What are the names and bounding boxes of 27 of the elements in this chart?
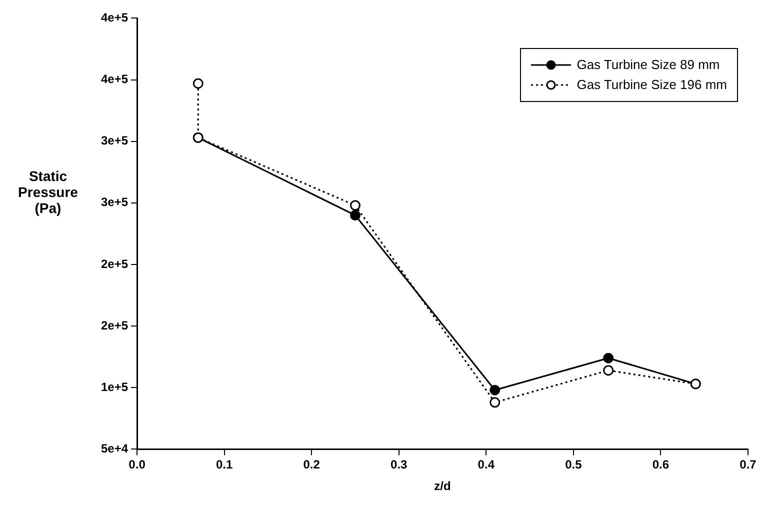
x-tick-label: 0.6 (652, 458, 670, 472)
y-axis-title: Static Pressure (Pa) (17, 168, 79, 216)
y-tick-label: 3e+5 (101, 134, 128, 148)
x-tick-label: 0.3 (390, 458, 408, 472)
point (350, 200, 360, 211)
y-tick-label: 5e+4 (101, 442, 128, 456)
y-tick-label: 4e+5 (101, 72, 128, 86)
y-tick-label: 2e+5 (101, 256, 128, 271)
y-tick-label: 3e+5 (101, 195, 128, 210)
point (490, 397, 500, 408)
x-tick-label: 0.1 (216, 458, 233, 472)
y-tick-label: 4e+5 (101, 10, 128, 25)
point (603, 352, 614, 364)
y-tick-label: 2e+5 (101, 318, 128, 332)
legend-label: Gas Turbine Size 196 mm (576, 76, 727, 94)
point (192, 78, 204, 89)
x-tick-label: 0.4 (478, 458, 495, 472)
point (603, 365, 614, 376)
x-tick-label: 0.2 (303, 458, 320, 472)
point (490, 384, 500, 396)
x-tick-label: 0.0 (128, 458, 146, 472)
point (350, 210, 360, 220)
x-axis-title: z/d (434, 479, 451, 494)
x-tick-label: 0.5 (565, 458, 582, 472)
x-tick-label: 0.7 (740, 458, 757, 472)
y-tick-label: 1e+5 (101, 380, 128, 394)
legend-label: Gas Turbine Size 89 mm (576, 56, 720, 74)
